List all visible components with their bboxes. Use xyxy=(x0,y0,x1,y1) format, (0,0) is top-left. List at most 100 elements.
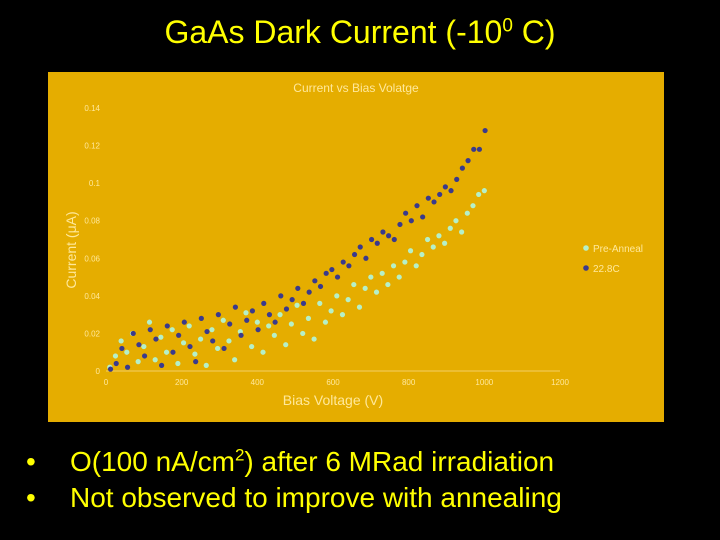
data-point-series-0 xyxy=(459,229,465,235)
data-point-series-1 xyxy=(340,259,346,265)
data-point-series-0 xyxy=(271,332,277,338)
data-point-series-0 xyxy=(266,323,272,329)
data-point-series-1 xyxy=(482,127,488,134)
data-point-series-1 xyxy=(380,229,386,235)
data-point-series-0 xyxy=(112,353,119,359)
data-point-series-1 xyxy=(454,176,460,182)
data-point-series-1 xyxy=(159,362,165,368)
legend-marker xyxy=(583,245,589,251)
data-point-series-0 xyxy=(118,338,124,344)
x-axis-label: Bias Voltage (V) xyxy=(283,392,383,408)
data-point-series-0 xyxy=(305,315,312,321)
data-point-series-1 xyxy=(215,312,221,318)
data-point-series-0 xyxy=(407,248,414,254)
data-point-series-1 xyxy=(425,195,431,201)
data-point-series-1 xyxy=(164,323,170,329)
data-point-series-0 xyxy=(470,203,476,209)
data-point-series-1 xyxy=(255,327,261,333)
data-point-series-0 xyxy=(396,274,402,280)
data-point-series-1 xyxy=(289,297,295,303)
y-tick-label: 0.02 xyxy=(84,329,100,338)
legend-label: Pre-Anneal xyxy=(593,244,643,255)
bullet-text-suffix: ) after 6 MRad irradiation xyxy=(244,446,555,477)
data-point-series-0 xyxy=(141,343,147,350)
data-point-series-1 xyxy=(147,327,153,333)
data-point-series-0 xyxy=(362,285,368,291)
data-point-series-1 xyxy=(210,338,216,344)
data-point-series-0 xyxy=(351,281,357,288)
data-point-series-0 xyxy=(220,317,226,323)
y-tick-labels: 0 0.02 0.04 0.06 0.08 0.1 0.12 0.14 xyxy=(84,104,100,376)
data-point-series-1 xyxy=(317,283,324,290)
data-point-series-0 xyxy=(254,319,260,325)
data-point-series-0 xyxy=(476,191,482,198)
y-tick-label: 0.08 xyxy=(84,217,100,226)
data-point-series-1 xyxy=(227,321,233,327)
data-point-series-0 xyxy=(283,342,289,348)
data-point-series-1 xyxy=(141,353,148,359)
slide-title-suffix: C) xyxy=(512,14,556,50)
y-tick-label: 0.04 xyxy=(84,292,100,301)
x-tick-label: 0 xyxy=(104,378,109,387)
x-tick-label: 600 xyxy=(326,378,340,387)
data-point-series-0 xyxy=(385,281,391,288)
x-tick-label: 1000 xyxy=(475,378,493,387)
data-point-series-1 xyxy=(119,345,125,352)
data-point-series-1 xyxy=(351,251,358,258)
bullet-marker: • xyxy=(26,446,36,477)
data-point-series-0 xyxy=(186,323,192,329)
data-point-series-1 xyxy=(204,328,210,335)
data-point-series-0 xyxy=(152,357,158,363)
data-point-series-1 xyxy=(397,221,403,228)
data-point-series-1 xyxy=(249,308,256,314)
slide-title-superscript: 0 xyxy=(502,15,513,37)
data-point-series-1 xyxy=(170,349,176,355)
data-point-series-0 xyxy=(300,330,306,337)
data-point-series-0 xyxy=(232,357,238,363)
data-point-series-1 xyxy=(437,191,443,198)
data-point-series-1 xyxy=(391,236,397,243)
data-point-series-1 xyxy=(334,274,341,280)
data-point-series-1 xyxy=(136,342,142,348)
data-point-series-0 xyxy=(436,233,442,239)
x-tick-labels: 0 200 400 600 800 1000 1200 xyxy=(104,378,570,387)
bullet-marker: • xyxy=(26,482,36,513)
y-tick-label: 0.1 xyxy=(89,179,101,188)
x-tick-label: 200 xyxy=(175,378,189,387)
data-point-series-0 xyxy=(345,297,351,303)
data-point-series-0 xyxy=(368,274,374,280)
data-point-series-1 xyxy=(124,364,131,370)
data-point-series-0 xyxy=(413,263,419,269)
data-point-series-1 xyxy=(221,345,227,352)
data-point-series-0 xyxy=(294,302,300,308)
data-point-series-1 xyxy=(113,360,119,367)
data-point-series-1 xyxy=(471,146,477,152)
data-point-series-0 xyxy=(453,218,459,224)
y-tick-label: 0.14 xyxy=(84,104,100,113)
data-point-series-1 xyxy=(386,233,392,239)
data-point-series-0 xyxy=(311,336,317,342)
data-point-series-1 xyxy=(187,343,193,350)
data-point-series-1 xyxy=(181,319,187,325)
legend-marker xyxy=(583,265,589,271)
data-point-series-0 xyxy=(260,349,266,355)
data-point-series-0 xyxy=(317,300,323,306)
data-points xyxy=(107,127,488,372)
data-point-series-1 xyxy=(261,300,267,306)
data-point-series-0 xyxy=(419,251,425,258)
bullet-superscript: 2 xyxy=(234,445,245,465)
data-point-series-1 xyxy=(459,165,465,171)
data-point-series-0 xyxy=(288,321,294,327)
bullet-text-prefix: O(100 nA/cm xyxy=(70,446,235,477)
data-point-series-0 xyxy=(163,349,170,355)
chart-title: Current vs Bias Volatge xyxy=(293,81,419,95)
data-point-series-1 xyxy=(414,203,420,209)
data-point-series-0 xyxy=(442,240,448,246)
data-point-series-0 xyxy=(328,308,334,314)
scatter-chart: Current vs Bias Volatge 0 0.02 0.04 0.06 0.0… xyxy=(63,81,643,408)
data-point-series-0 xyxy=(215,345,221,352)
data-point-series-0 xyxy=(203,362,209,368)
data-point-series-1 xyxy=(266,312,273,318)
data-point-series-1 xyxy=(153,336,159,342)
data-point-series-1 xyxy=(363,255,369,261)
